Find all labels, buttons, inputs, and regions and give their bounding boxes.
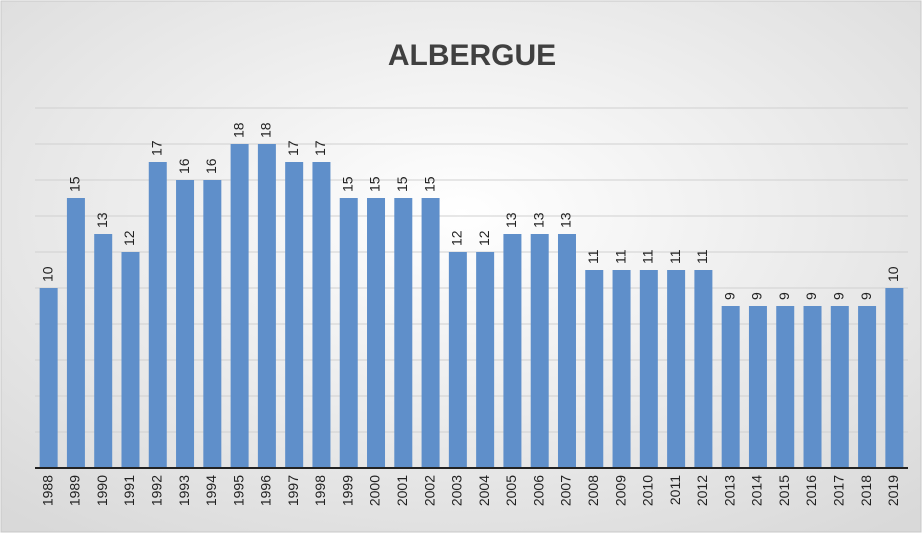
data-label: 11 <box>585 249 601 264</box>
data-label: 9 <box>803 292 819 300</box>
x-tick-label: 2004 <box>476 475 492 506</box>
data-label: 15 <box>394 176 410 192</box>
x-tick-label: 2011 <box>667 475 683 505</box>
x-tick-label: 2018 <box>858 475 874 506</box>
x-tick-label: 1994 <box>203 475 219 506</box>
x-tick-label: 2016 <box>803 475 819 506</box>
x-tick-label: 1992 <box>148 475 164 506</box>
bar <box>203 180 222 468</box>
bar <box>885 288 904 468</box>
bar <box>639 270 658 468</box>
bar <box>748 306 767 468</box>
x-tick-label: 1998 <box>312 475 328 506</box>
data-label: 9 <box>749 292 765 300</box>
data-label: 15 <box>421 176 437 192</box>
bar <box>421 198 440 468</box>
bar <box>694 270 713 468</box>
x-tick-label: 2000 <box>367 475 383 506</box>
bar <box>394 198 413 468</box>
data-label: 11 <box>640 249 656 264</box>
data-label: 16 <box>176 158 192 174</box>
data-label: 10 <box>885 266 901 282</box>
bar <box>503 234 522 468</box>
x-tick-label: 2001 <box>394 475 410 506</box>
bar <box>776 306 795 468</box>
bar <box>312 162 331 468</box>
data-label: 9 <box>721 292 737 300</box>
x-tick-label: 1993 <box>176 475 192 506</box>
bar <box>367 198 386 468</box>
data-label: 12 <box>476 230 492 246</box>
x-tick-label: 2010 <box>640 475 656 506</box>
bar <box>585 270 604 468</box>
x-tick-label: 1988 <box>39 475 55 506</box>
bar <box>285 162 304 468</box>
bar <box>557 234 576 468</box>
bar <box>612 270 631 468</box>
x-tick-label: 2014 <box>749 475 765 506</box>
x-tick-label: 1996 <box>258 475 274 506</box>
bar <box>448 252 467 468</box>
data-label: 11 <box>612 249 628 264</box>
x-tick-label: 2017 <box>831 475 847 506</box>
x-tick-label: 1989 <box>67 475 83 506</box>
data-label: 13 <box>530 212 546 228</box>
x-tick-label: 2005 <box>503 475 519 506</box>
bar <box>230 144 249 468</box>
bar <box>721 306 740 468</box>
x-tick-label: 2012 <box>694 475 710 506</box>
x-tick-label: 1990 <box>94 475 110 506</box>
bar <box>257 144 276 468</box>
x-tick-label: 1999 <box>339 475 355 506</box>
data-label: 12 <box>449 230 465 246</box>
x-tick-label: 1997 <box>285 475 301 506</box>
bar <box>339 198 358 468</box>
bar <box>176 180 195 468</box>
data-label: 17 <box>285 140 301 156</box>
bar <box>94 234 113 468</box>
x-tick-label: 1991 <box>121 475 137 506</box>
bar <box>858 306 877 468</box>
x-tick-label: 2013 <box>721 475 737 506</box>
chart-title: ALBERGUE <box>388 39 556 72</box>
data-label: 13 <box>503 212 519 228</box>
data-label: 17 <box>148 140 164 156</box>
data-label: 11 <box>667 249 683 264</box>
x-tick-label: 1995 <box>230 475 246 506</box>
data-label: 9 <box>776 292 792 300</box>
bar <box>667 270 686 468</box>
x-tick-label: 2015 <box>776 475 792 506</box>
data-label: 17 <box>312 140 328 156</box>
x-tick-label: 2006 <box>530 475 546 506</box>
data-label: 15 <box>339 176 355 192</box>
bar <box>66 198 85 468</box>
bar <box>148 162 167 468</box>
bar <box>121 252 140 468</box>
bar <box>39 288 58 468</box>
x-tick-label: 2007 <box>558 475 574 506</box>
data-label: 13 <box>558 212 574 228</box>
bar <box>803 306 822 468</box>
bar <box>530 234 549 468</box>
x-tick-label: 2009 <box>612 475 628 506</box>
x-tick-label: 2019 <box>885 475 901 506</box>
data-label: 12 <box>121 230 137 246</box>
bar <box>830 306 849 468</box>
x-tick-label: 2008 <box>585 475 601 506</box>
x-tick-label: 2002 <box>421 475 437 506</box>
data-label: 13 <box>94 212 110 228</box>
data-label: 16 <box>203 158 219 174</box>
data-label: 9 <box>831 292 847 300</box>
bar <box>476 252 495 468</box>
data-label: 18 <box>258 122 274 138</box>
data-label: 15 <box>67 176 83 192</box>
data-label: 15 <box>367 176 383 192</box>
data-label: 10 <box>39 266 55 282</box>
data-label: 9 <box>858 292 874 300</box>
data-label: 18 <box>230 122 246 138</box>
x-tick-label: 2003 <box>449 475 465 506</box>
data-label: 11 <box>694 249 710 264</box>
